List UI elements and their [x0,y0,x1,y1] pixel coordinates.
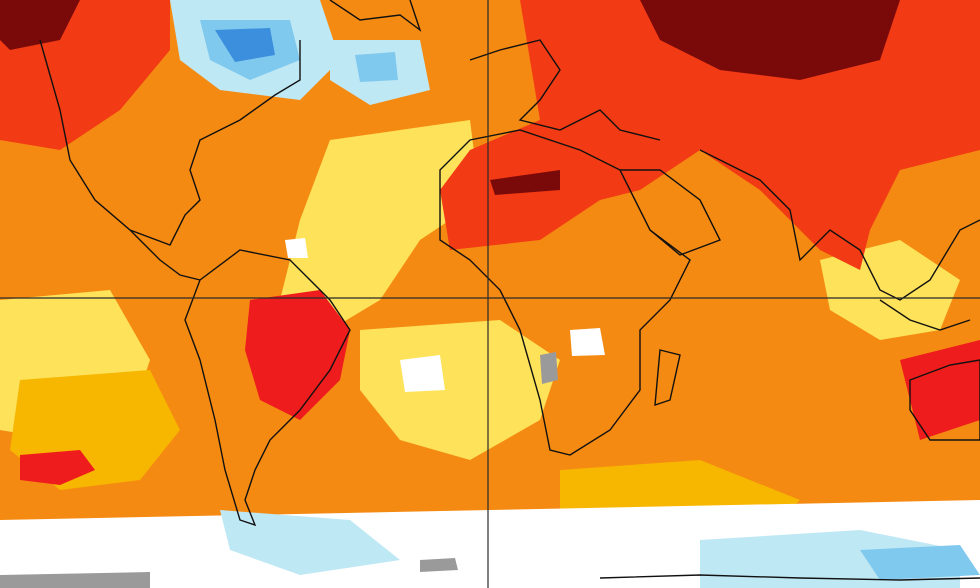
coastline-greenland [329,0,422,32]
coastline-antarctica [599,574,980,581]
anomaly-region-extreme [0,0,80,50]
anomaly-region-white [285,238,308,258]
coastline-europe [469,39,661,141]
coastline-africa [439,129,691,456]
anomaly-region-white [400,355,445,392]
anomaly-region-blue [355,52,398,82]
coastline-north-america [39,39,301,246]
anomaly-region-dark-blue [215,28,275,62]
anomaly-region-light-blue [220,510,400,575]
coastline-madagascar [654,349,681,407]
coastline-south-america [184,249,351,527]
anomaly-region-deep-red [900,340,980,440]
anomaly-region-no-data [540,352,558,384]
coastlines [39,0,980,581]
anomaly-region-extreme [640,0,900,80]
coastline-asia [699,149,980,301]
coastline-southeast-asia [879,299,971,331]
anomaly-region-yellow [280,120,480,330]
anomaly-region-yellow [360,320,560,460]
coastline-arabia [620,169,721,256]
anomaly-region-extreme [490,170,560,195]
anomaly-region-no-data [0,572,150,588]
anomaly-region-deep-red [20,450,95,485]
anomaly-region-white [570,328,605,356]
anomaly-region-deep-red [245,290,350,420]
coastline-australia [909,359,980,441]
anomaly-region-blue [860,545,980,580]
coastline-central-america [129,229,201,281]
anomaly-region-no-data [420,558,458,572]
